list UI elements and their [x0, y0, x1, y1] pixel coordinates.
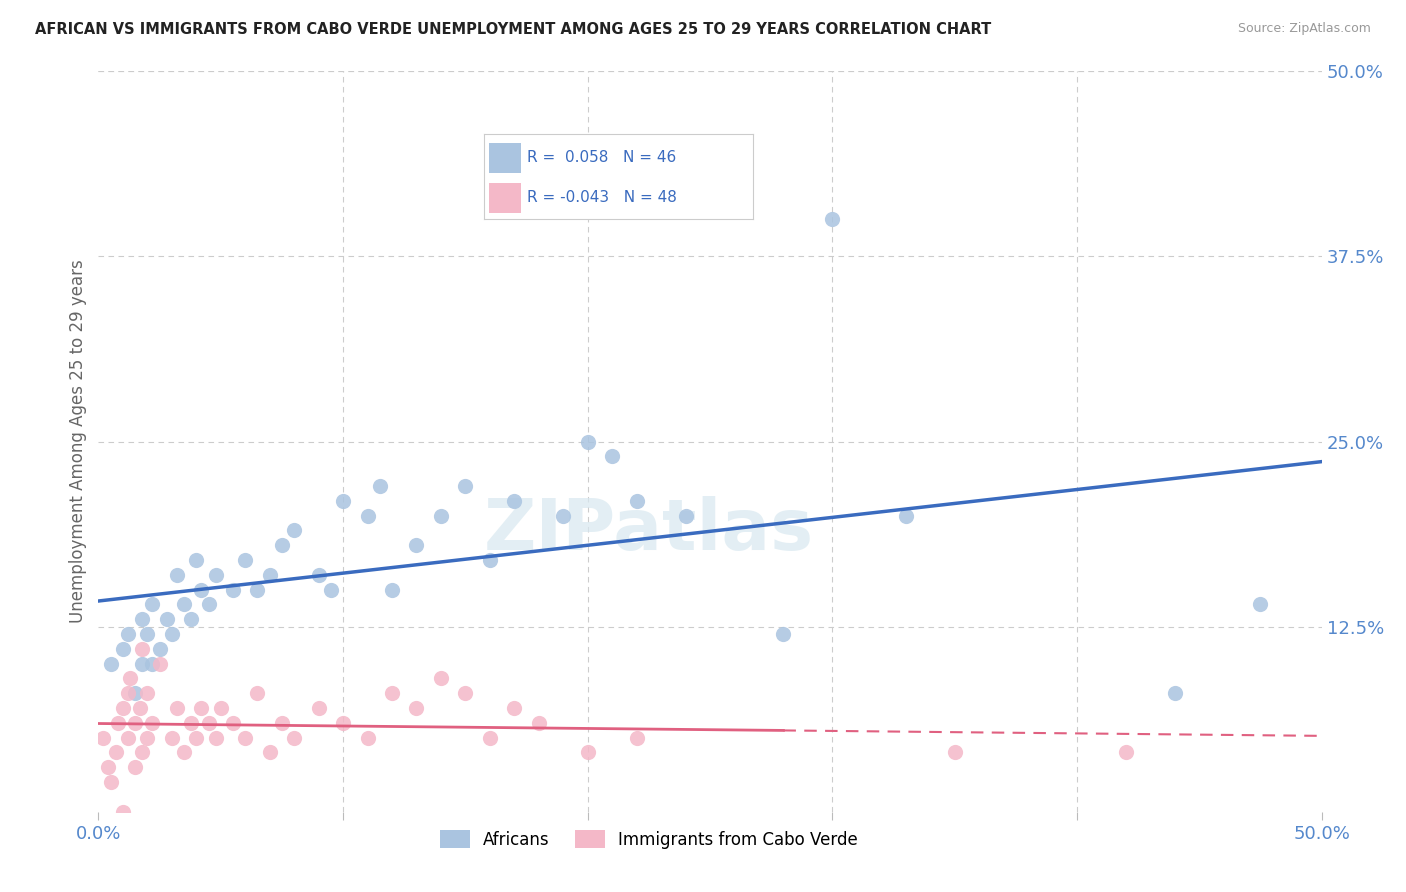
Point — [308, 701, 330, 715]
Point — [160, 731, 183, 745]
Point — [205, 567, 228, 582]
Point — [136, 627, 159, 641]
Text: Source: ZipAtlas.com: Source: ZipAtlas.com — [1237, 22, 1371, 36]
Point — [772, 627, 794, 641]
Point — [97, 760, 120, 774]
Point — [405, 538, 427, 552]
Point — [821, 212, 844, 227]
Point — [576, 746, 599, 760]
Point — [160, 627, 183, 641]
Point — [270, 715, 294, 730]
Point — [149, 641, 172, 656]
Point — [141, 715, 163, 730]
Point — [356, 731, 378, 745]
Point — [430, 508, 453, 523]
Point — [131, 641, 153, 656]
Point — [430, 672, 453, 686]
Point — [186, 553, 208, 567]
Point — [131, 612, 153, 626]
Point — [503, 701, 526, 715]
Point — [111, 701, 134, 715]
Point — [117, 686, 139, 700]
Point — [222, 715, 245, 730]
Point — [100, 657, 122, 671]
Point — [381, 686, 404, 700]
Legend: Africans, Immigrants from Cabo Verde: Africans, Immigrants from Cabo Verde — [433, 823, 865, 855]
Point — [943, 746, 966, 760]
Point — [124, 715, 146, 730]
Point — [166, 567, 188, 582]
Point — [197, 715, 219, 730]
Point — [381, 582, 404, 597]
Point — [180, 612, 202, 626]
Point — [246, 686, 269, 700]
Point — [180, 715, 202, 730]
Point — [173, 598, 195, 612]
Point — [259, 746, 281, 760]
Point — [100, 775, 122, 789]
Point — [1164, 686, 1187, 700]
Point — [141, 657, 163, 671]
Text: ZIPatlas: ZIPatlas — [484, 496, 814, 565]
Point — [111, 805, 134, 819]
Point — [1115, 746, 1137, 760]
Point — [576, 434, 599, 449]
Point — [332, 715, 354, 730]
Point — [190, 582, 212, 597]
Point — [233, 553, 256, 567]
Point — [259, 567, 281, 582]
Point — [332, 493, 354, 508]
Point — [131, 657, 153, 671]
Point — [173, 746, 195, 760]
Point — [1249, 598, 1271, 612]
Point — [222, 582, 245, 597]
Point — [117, 731, 139, 745]
Point — [120, 672, 142, 686]
Point — [149, 657, 172, 671]
Point — [141, 598, 163, 612]
Point — [527, 715, 550, 730]
Point — [675, 508, 697, 523]
Point — [156, 612, 179, 626]
Point — [209, 701, 232, 715]
Point — [454, 479, 477, 493]
Point — [503, 493, 526, 508]
Point — [894, 508, 917, 523]
Point — [478, 553, 501, 567]
Point — [454, 686, 477, 700]
Point — [246, 582, 269, 597]
Point — [107, 715, 129, 730]
Y-axis label: Unemployment Among Ages 25 to 29 years: Unemployment Among Ages 25 to 29 years — [69, 260, 87, 624]
Point — [319, 582, 342, 597]
Point — [124, 760, 146, 774]
Point — [124, 686, 146, 700]
Point — [553, 508, 575, 523]
Point — [270, 538, 294, 552]
Point — [91, 731, 114, 745]
Point — [111, 641, 134, 656]
Point — [166, 701, 188, 715]
Point — [117, 627, 139, 641]
Point — [129, 701, 152, 715]
Point — [205, 731, 228, 745]
Point — [356, 508, 378, 523]
Point — [104, 746, 127, 760]
Point — [186, 731, 208, 745]
Point — [283, 524, 305, 538]
Point — [405, 701, 427, 715]
Point — [283, 731, 305, 745]
Point — [600, 450, 623, 464]
Point — [131, 746, 153, 760]
Point — [478, 731, 501, 745]
Point — [626, 493, 648, 508]
Point — [136, 686, 159, 700]
Text: AFRICAN VS IMMIGRANTS FROM CABO VERDE UNEMPLOYMENT AMONG AGES 25 TO 29 YEARS COR: AFRICAN VS IMMIGRANTS FROM CABO VERDE UN… — [35, 22, 991, 37]
Point — [308, 567, 330, 582]
Point — [190, 701, 212, 715]
Point — [136, 731, 159, 745]
Point — [368, 479, 391, 493]
Point — [233, 731, 256, 745]
Point — [197, 598, 219, 612]
Point — [626, 731, 648, 745]
